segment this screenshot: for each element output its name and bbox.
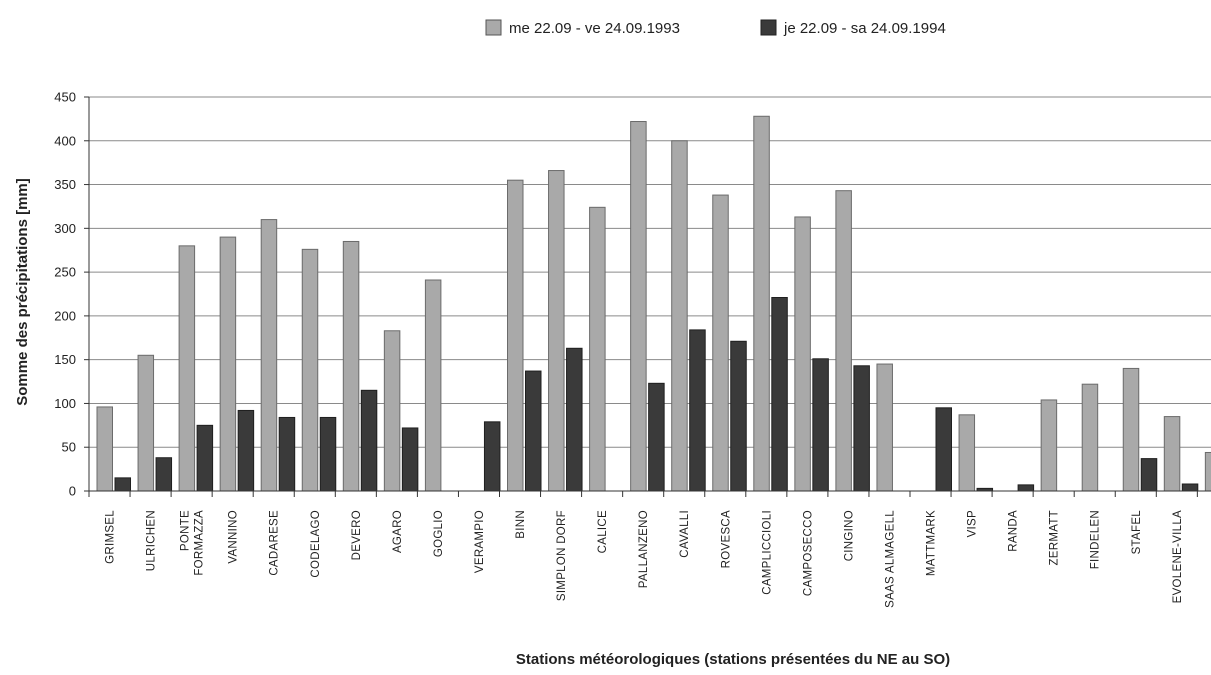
bar-1994 (360, 389, 378, 492)
category-label: MATTMARK (926, 510, 938, 576)
y-tick-label: 300 (54, 221, 76, 236)
category-label: VANNINO (228, 510, 240, 564)
category-label: CADARESE (269, 510, 281, 576)
bar-1993 (958, 414, 976, 492)
bar-1993 (794, 216, 811, 492)
bar-1993 (1163, 416, 1181, 492)
category-label: CODELAGO (310, 510, 322, 578)
bar-1994 (935, 407, 952, 492)
bar-1994 (566, 347, 583, 492)
bar-1993 (137, 354, 155, 492)
category-label: ROVESCA (720, 510, 732, 568)
bar-1994 (401, 427, 419, 492)
category-label: DEVERO (351, 510, 363, 560)
bar-1993 (835, 190, 852, 492)
bar-1993 (630, 121, 647, 492)
category-label: GRIMSEL (105, 510, 117, 564)
bar-1994 (730, 340, 747, 492)
bar-1993 (342, 240, 360, 492)
bar-1993 (1122, 367, 1140, 492)
bar-1993 (178, 245, 196, 492)
bar-1993 (1204, 451, 1211, 492)
legend-swatch-1994 (760, 19, 777, 36)
bar-1993 (96, 406, 113, 492)
category-label: CAVALLI (679, 510, 691, 558)
bar-1994 (196, 424, 214, 492)
bar-1993 (548, 170, 565, 492)
legend-swatch-1993 (485, 19, 502, 36)
category-label: ZERMATT (1049, 510, 1061, 566)
bars (96, 115, 1211, 492)
bar-1993 (301, 248, 319, 492)
category-label: CALICE (597, 510, 609, 553)
bar-1994 (1181, 483, 1199, 492)
category-label: CAMPLICCIOLI (761, 510, 773, 595)
category-label: SIMPLON DORF (556, 510, 568, 601)
category-label: VERAMPIO (474, 510, 486, 573)
category-label: RANDA (1008, 510, 1020, 552)
bar-1993 (507, 179, 524, 492)
bar-1994 (525, 370, 542, 492)
bar-1994 (812, 358, 829, 492)
bar-1994 (1017, 484, 1035, 492)
bar-1994 (114, 477, 131, 492)
bar-1993 (1040, 399, 1058, 492)
bar-1993 (671, 140, 688, 492)
bar-1994 (1140, 458, 1158, 492)
y-tick-label: 200 (54, 308, 76, 323)
category-label: AGARO (392, 510, 404, 553)
y-tick-label: 450 (54, 90, 76, 105)
category-label: GOGLIO (433, 510, 445, 557)
bar-1994 (155, 457, 173, 492)
y-tick-label: 0 (69, 484, 76, 499)
bar-1994 (278, 416, 296, 492)
category-label: PALLANZENO (638, 510, 650, 588)
bar-1994 (319, 416, 337, 492)
category-label: FORMAZZA (194, 510, 206, 576)
legend: me 22.09 - ve 24.09.1993 je 22.09 - sa 2… (485, 19, 946, 37)
y-tick-label: 50 (62, 440, 76, 455)
y-tick-label: 250 (54, 265, 76, 280)
category-label: FINDELEN (1090, 510, 1102, 569)
bar-1994 (237, 409, 255, 492)
category-label: CAMPOSECCO (802, 510, 814, 596)
x-axis-title: Stations météorologiques (stations prése… (516, 651, 950, 668)
legend-label-1994: je 22.09 - sa 24.09.1994 (783, 20, 946, 37)
category-label: VISP (967, 510, 979, 537)
bar-1993 (589, 206, 606, 492)
bar-1994 (483, 421, 501, 492)
bar-1993 (753, 115, 770, 492)
y-tick-label: 150 (54, 352, 76, 367)
category-label: SAAS ALMAGELL (884, 510, 896, 608)
bar-1993 (712, 194, 729, 492)
category-label: EVOLENE-VILLA (1172, 510, 1184, 603)
x-axis-categories: GRIMSEL ULRICHEN PONTE FORMAZZA VANNINO CADAR… (105, 510, 1184, 608)
bar-1994 (771, 297, 788, 492)
bar-1993 (383, 330, 401, 492)
bar-1993 (1081, 383, 1099, 492)
legend-label-1993: me 22.09 - ve 24.09.1993 (509, 20, 680, 37)
category-label: BINN (515, 510, 527, 539)
bar-1993 (260, 219, 278, 492)
y-axis-title: Somme des précipitations [mm] (14, 178, 31, 406)
bar-1994 (648, 382, 665, 492)
y-tick-label: 100 (54, 396, 76, 411)
y-tick-label: 350 (54, 177, 76, 192)
category-label: CINGINO (843, 510, 855, 561)
axes (84, 96, 1211, 497)
category-label: STAFEL (1131, 510, 1143, 555)
bar-1994 (689, 329, 706, 492)
category-label: ULRICHEN (146, 510, 158, 571)
category-label: PONTE (180, 510, 192, 551)
bar-1994 (853, 365, 870, 492)
bar-1993 (219, 236, 237, 492)
y-axis-ticks: 0 50 100 150 200 250 300 350 400 450 (54, 90, 76, 499)
bar-1993 (424, 279, 442, 492)
y-tick-label: 400 (54, 133, 76, 148)
bar-1993 (876, 363, 893, 492)
